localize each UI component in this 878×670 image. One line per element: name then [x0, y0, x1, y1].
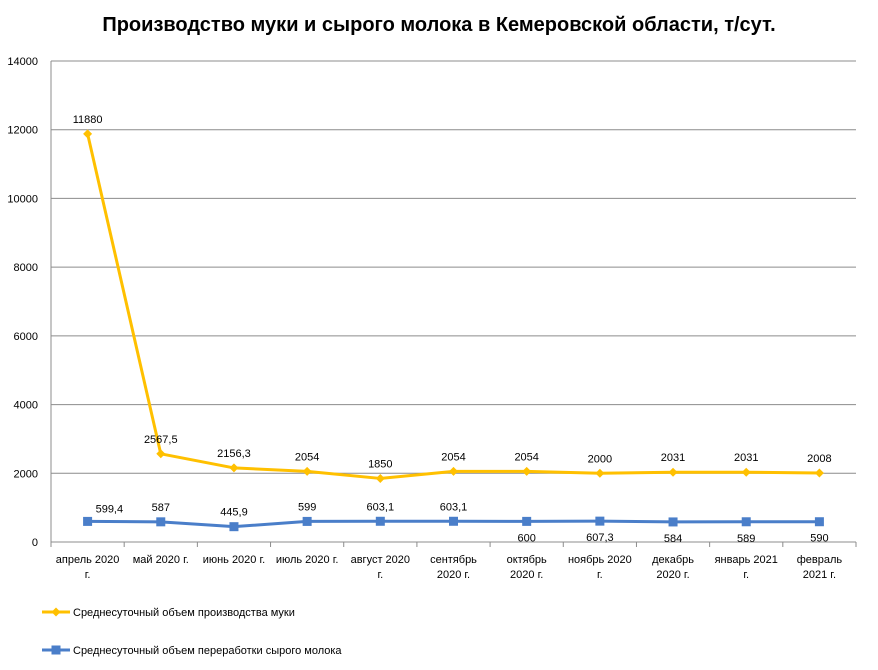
data-label: 2008: [807, 453, 831, 465]
x-tick-label: апрель 2020 г.: [56, 554, 120, 581]
x-tick-label: май 2020 г.: [133, 554, 189, 566]
legend-marker: [51, 645, 61, 655]
data-point: [375, 473, 385, 483]
x-tick-label: октябрь 2020 г.: [507, 554, 547, 581]
data-point: [375, 516, 385, 526]
y-tick-label: 14000: [7, 56, 38, 68]
y-tick-label: 2000: [14, 468, 38, 480]
data-point: [156, 517, 166, 527]
data-point: [229, 463, 239, 473]
x-tick-label: июль 2020 г.: [276, 554, 339, 566]
legend-label: Среднесуточный объем производства муки: [73, 607, 295, 619]
data-label: 445,9: [220, 507, 248, 519]
y-tick-label: 6000: [14, 331, 38, 343]
x-tick-label: февраль 2021 г.: [797, 554, 843, 581]
data-label: 599: [298, 501, 316, 513]
y-tick-label: 12000: [7, 125, 38, 137]
data-point: [595, 468, 605, 478]
y-tick-label: 10000: [7, 193, 38, 205]
series-line: [86, 133, 820, 480]
data-label: 584: [664, 533, 682, 545]
data-label: 603,1: [440, 501, 468, 513]
grid: [51, 60, 856, 474]
data-point: [229, 522, 239, 532]
series-layer: [83, 129, 824, 532]
data-label: 600: [518, 532, 536, 544]
data-point: [814, 517, 824, 527]
x-tick-label: июнь 2020 г.: [203, 554, 266, 566]
legend-label: Среднесуточный объем переработки сырого …: [73, 645, 342, 657]
data-label: 2054: [295, 451, 319, 463]
x-tick-label: январь 2021 г.: [715, 554, 778, 581]
data-point: [595, 516, 605, 526]
data-label: 603,1: [367, 501, 395, 513]
data-point: [522, 466, 532, 476]
data-label: 607,3: [586, 532, 614, 544]
data-label: 589: [737, 533, 755, 545]
data-label: 590: [810, 533, 828, 545]
data-point: [302, 466, 312, 476]
data-label: 2000: [588, 453, 612, 465]
data-label: 2031: [734, 452, 758, 464]
data-point: [449, 516, 458, 526]
chart-title: Производство муки и сырого молока в Кеме…: [102, 14, 775, 36]
y-tick-label: 4000: [14, 400, 38, 412]
data-point: [156, 449, 166, 459]
data-labels: 11880 2567,5 2156,3 2054 1850 2054 2054 2000 203…: [73, 114, 832, 545]
data-label: 599,4: [96, 503, 124, 515]
data-label: 2031: [661, 452, 685, 464]
legend: Среднесуточный объем производства муки Ср…: [42, 607, 342, 657]
x-tick-label: август 2020 г.: [351, 554, 410, 581]
data-point: [668, 467, 678, 477]
data-point: [668, 517, 678, 527]
data-label: 2156,3: [217, 448, 251, 460]
x-tick-label: декабрь 2020 г.: [652, 554, 694, 581]
data-point: [449, 466, 458, 476]
data-label: 2054: [514, 451, 538, 463]
y-tick-label: 8000: [14, 262, 38, 274]
axes: 0 2000 4000 6000 8000 10000 12000 14000 апрель 2…: [7, 56, 857, 581]
data-point: [83, 129, 93, 139]
y-tick-label: 0: [32, 537, 38, 549]
data-label: 11880: [73, 114, 103, 126]
x-tick-label: ноябрь 2020 г.: [568, 554, 632, 581]
data-point: [302, 516, 312, 526]
data-point: [83, 516, 93, 526]
data-point: [522, 516, 532, 526]
data-label: 1850: [368, 458, 392, 470]
data-label: 2567,5: [144, 434, 178, 446]
data-point: [814, 468, 824, 478]
legend-marker: [51, 607, 61, 617]
data-label: 587: [152, 502, 170, 514]
data-point: [741, 467, 751, 477]
x-tick-label: сентябрь 2020 г.: [430, 554, 477, 581]
data-label: 2054: [441, 451, 465, 463]
data-point: [741, 517, 751, 527]
